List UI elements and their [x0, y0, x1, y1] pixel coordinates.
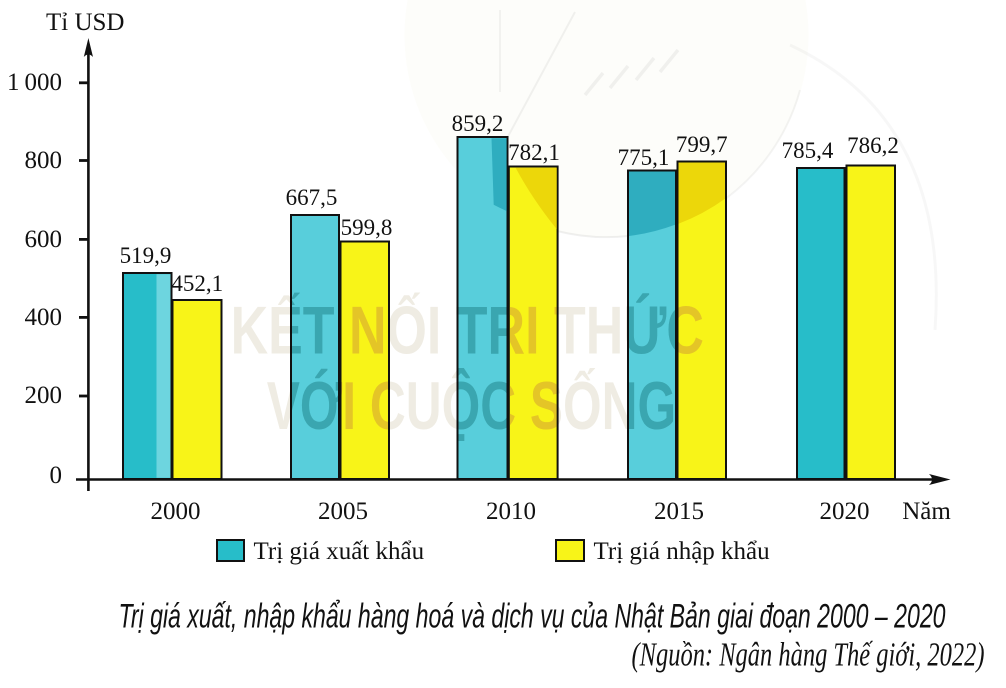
- svg-text:Trị giá xuất, nhập khẩu hàng h: Trị giá xuất, nhập khẩu hàng hoá và dịch…: [119, 597, 946, 635]
- svg-text:(Nguồn: Ngân hàng Thế giới, 20: (Nguồn: Ngân hàng Thế giới, 2022): [632, 637, 985, 674]
- svg-text:KẾT NỐI TRI THỨC: KẾT NỐI TRI THỨC: [231, 292, 704, 369]
- svg-text:KẾT NỐI TRI THỨC: KẾT NỐI TRI THỨC: [231, 292, 704, 369]
- svg-text:VỚI CUỘC SỐNG: VỚI CUỘC SỐNG: [267, 367, 676, 444]
